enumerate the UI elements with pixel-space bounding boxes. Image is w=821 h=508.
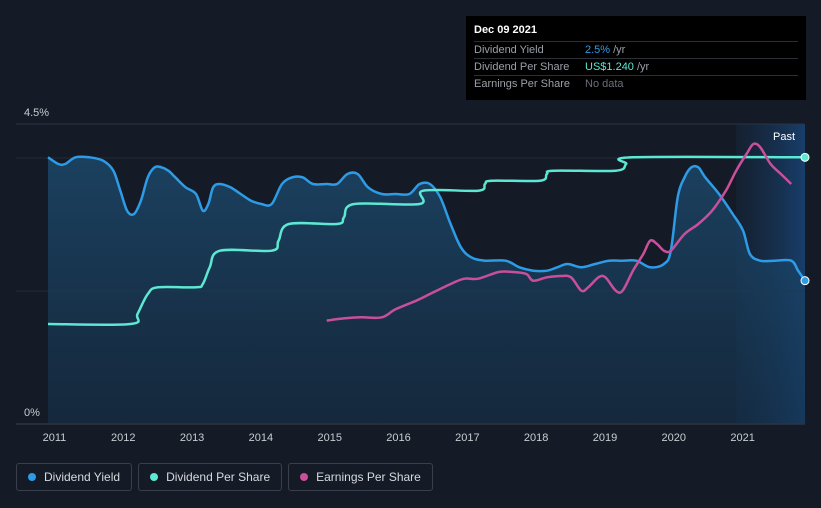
x-tick-label: 2012 <box>111 432 135 444</box>
tooltip-value: US$1.240 <box>585 61 634 73</box>
earnings-per-share-line <box>326 142 793 322</box>
tooltip-row-earnings-per-share: Earnings Per Share No data <box>474 75 798 92</box>
dividend-yield-area <box>48 156 805 425</box>
chart-legend: Dividend Yield Dividend Per Share Earnin… <box>16 463 433 491</box>
legend-dot-icon <box>300 473 309 481</box>
tooltip-value: 2.5% <box>585 44 611 56</box>
y-label-bottom: 0% <box>24 407 40 419</box>
x-tick-label: 2017 <box>455 432 479 444</box>
legend-label: Dividend Yield <box>44 470 121 484</box>
legend-item-dividend-yield[interactable]: Dividend Yield <box>16 463 133 491</box>
dividend-yield-end-marker <box>800 276 810 286</box>
tooltip-label: Dividend Per Share <box>474 61 570 73</box>
tooltip-date: Dec 09 2021 <box>474 24 537 36</box>
hover-tooltip: Dec 09 2021 Dividend Yield 2.5% /yr Divi… <box>466 16 806 100</box>
dividend-per-share-end-marker <box>800 152 810 162</box>
legend-item-dividend-per-share[interactable]: Dividend Per Share <box>138 463 283 491</box>
x-tick-label: 2015 <box>317 432 341 444</box>
x-tick-label: 2018 <box>524 432 548 444</box>
tooltip-label: Dividend Yield <box>474 44 544 56</box>
legend-label: Earnings Per Share <box>316 470 421 484</box>
x-tick-label: 2011 <box>43 432 67 444</box>
tooltip-row-dividend-yield: Dividend Yield 2.5% /yr <box>474 41 798 58</box>
legend-dot-icon <box>150 473 159 481</box>
legend-item-earnings-per-share[interactable]: Earnings Per Share <box>288 463 433 491</box>
x-tick-label: 2020 <box>662 432 686 444</box>
tooltip-row-dividend-per-share: Dividend Per Share US$1.240 /yr <box>474 58 798 75</box>
dividend-per-share-line <box>47 155 806 326</box>
x-tick-label: 2016 <box>386 432 410 444</box>
x-tick-label: 2013 <box>180 432 204 444</box>
legend-dot-icon <box>28 473 36 481</box>
tooltip-label: Earnings Per Share <box>474 78 570 90</box>
tooltip-unit: /yr <box>613 44 626 56</box>
x-tick-label: 2019 <box>593 432 617 444</box>
dividend-yield-line <box>47 155 807 282</box>
past-label: Past <box>773 131 795 143</box>
tooltip-value: No data <box>585 78 624 90</box>
x-tick-label: 2021 <box>730 432 754 444</box>
x-tick-label: 2014 <box>249 432 273 444</box>
legend-label: Dividend Per Share <box>166 470 271 484</box>
tooltip-unit: /yr <box>636 61 650 73</box>
y-label-top: 4.5% <box>24 107 49 119</box>
